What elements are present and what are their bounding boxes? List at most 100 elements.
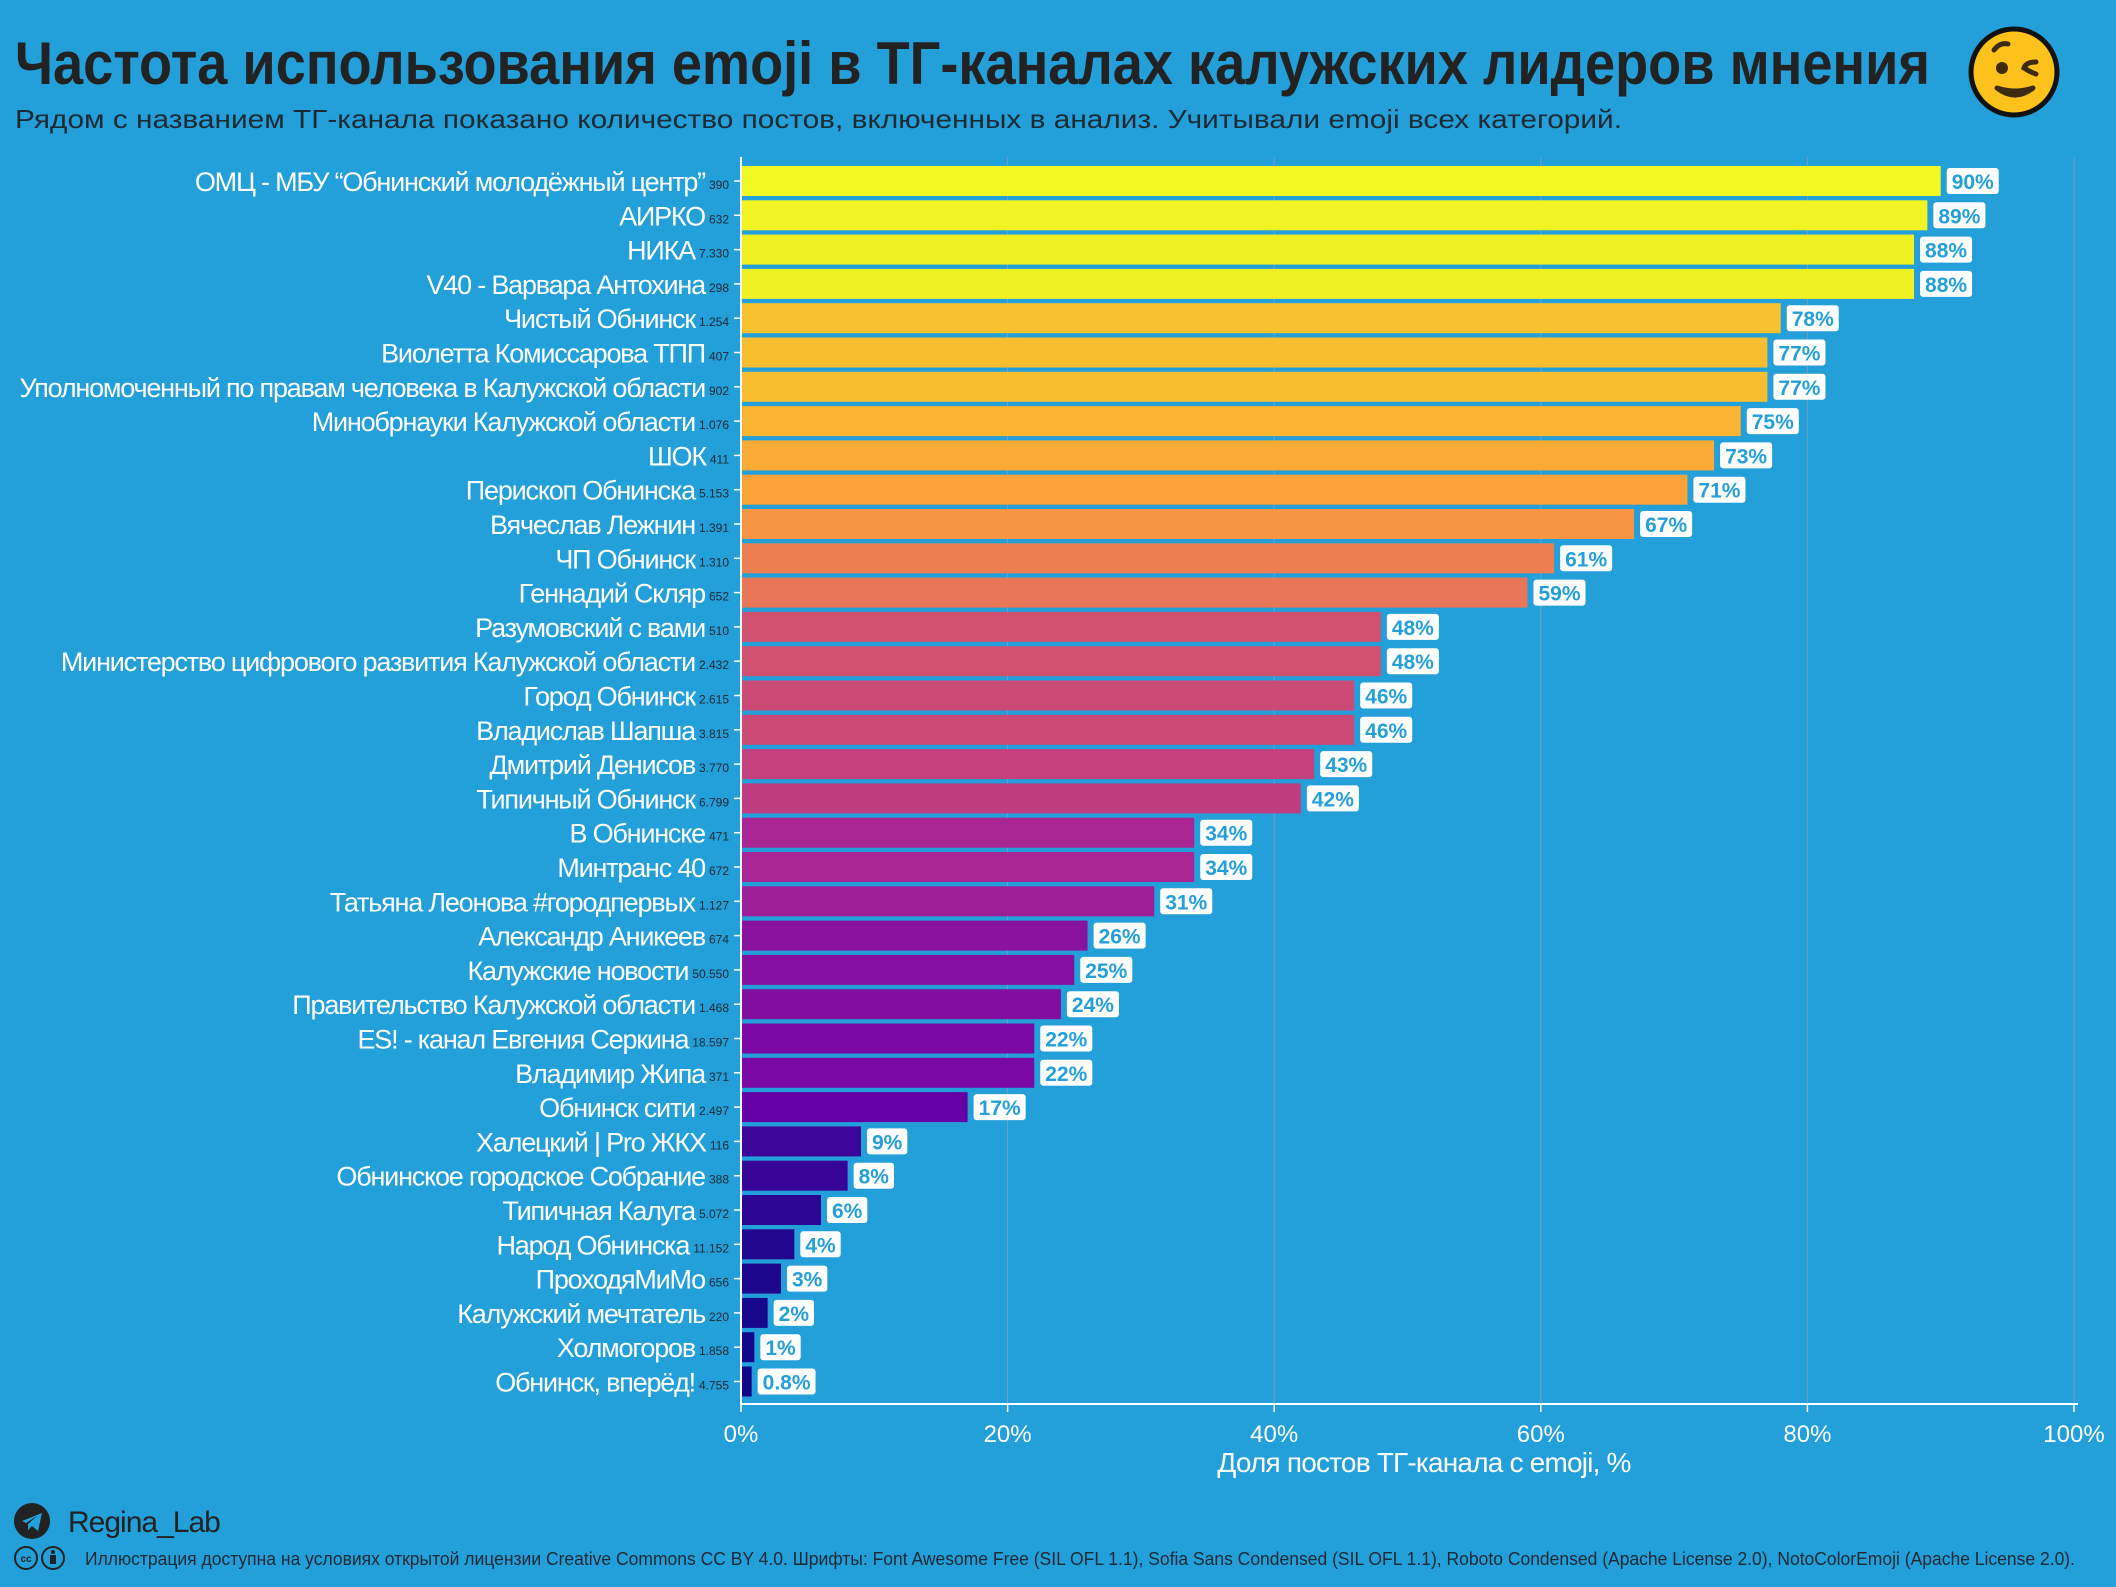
- value-label-text: 2%: [779, 1303, 810, 1326]
- value-label-text: 3%: [792, 1269, 823, 1292]
- post-count: 3.815: [699, 727, 729, 741]
- value-label-box: [760, 1334, 801, 1361]
- channel-label: V40 - Варвара Антохина: [426, 270, 707, 300]
- post-count: 674: [709, 933, 729, 947]
- value-label-text: 1%: [765, 1337, 796, 1360]
- value-label-text: 22%: [1045, 1029, 1087, 1052]
- value-label-text: 4%: [805, 1234, 836, 1257]
- chart-title: Частота использования emoji в ТГ-каналах…: [15, 30, 1930, 97]
- value-label-box: [1200, 819, 1253, 846]
- channel-label: Владислав Шапша: [476, 716, 697, 746]
- value-label-box: [973, 1094, 1026, 1121]
- value-label-box: [1560, 545, 1613, 572]
- author-name[interactable]: Regina_Lab: [68, 1506, 221, 1539]
- value-label-box: [866, 1128, 908, 1155]
- value-label-text: 61%: [1565, 548, 1607, 571]
- channel-label: НИКА: [627, 236, 696, 266]
- channel-label: Геннадий Скляр: [519, 579, 705, 609]
- x-tick-label: 40%: [1250, 1421, 1298, 1448]
- bar: [741, 200, 1928, 231]
- value-label: 31%: [1160, 888, 1213, 915]
- axes: 0% 20% 40% 60% 80% 100%: [724, 157, 2105, 1448]
- bar: [741, 371, 1768, 402]
- bar: [741, 1229, 795, 1260]
- value-label-text: 46%: [1365, 720, 1407, 743]
- value-label-text: 31%: [1165, 891, 1207, 914]
- value-label-box: [1746, 408, 1799, 435]
- value-label: 17%: [973, 1094, 1026, 1121]
- value-label-text: 88%: [1925, 274, 1967, 297]
- x-tick-label: 80%: [1783, 1421, 1831, 1448]
- value-label-box: [853, 1162, 894, 1189]
- channel-label: Минобрнауки Калужской области: [312, 407, 695, 437]
- x-tick-label: 0%: [724, 1421, 759, 1448]
- value-label-text: 9%: [872, 1131, 903, 1154]
- value-label-text: 48%: [1392, 651, 1434, 674]
- value-label-text: 77%: [1778, 377, 1820, 400]
- value-label: 25%: [1080, 956, 1133, 983]
- value-label-box: [1773, 339, 1826, 366]
- channel-label: Типичная Калуга: [502, 1196, 697, 1226]
- post-count: 6.799: [699, 795, 729, 809]
- value-label: 22%: [1040, 1059, 1093, 1086]
- post-count: 1.127: [699, 898, 729, 912]
- value-label-box: [773, 1299, 815, 1326]
- channel-label: Обнинск сити: [539, 1093, 695, 1123]
- value-label: 73%: [1720, 442, 1773, 469]
- value-label-box: [1920, 236, 1973, 263]
- value-label-box: [1386, 648, 1439, 675]
- post-count: 50.550: [692, 967, 729, 981]
- post-count: 7.330: [699, 247, 729, 261]
- value-label: 24%: [1066, 991, 1119, 1018]
- post-count: 1.254: [699, 315, 729, 329]
- bar: [741, 783, 1301, 814]
- value-label: 75%: [1746, 408, 1799, 435]
- bar: [741, 1195, 821, 1225]
- x-tick-label: 100%: [2043, 1421, 2104, 1448]
- post-count: 902: [709, 384, 729, 398]
- telegram-icon[interactable]: [14, 1503, 50, 1539]
- bar: [741, 337, 1768, 368]
- value-label-box: [1933, 202, 1986, 229]
- value-label-box: [1386, 613, 1439, 640]
- value-label-text: 90%: [1952, 171, 1994, 194]
- channel-label: Халецкий | Pro ЖКХ: [476, 1127, 707, 1157]
- license-text: Иллюстрация доступна на условиях открыто…: [85, 1549, 2075, 1569]
- value-label-text: 26%: [1099, 926, 1141, 949]
- value-label-text: 25%: [1085, 960, 1127, 983]
- value-label-text: 78%: [1792, 308, 1834, 331]
- post-count: 1.391: [699, 521, 729, 535]
- value-label: 43%: [1320, 751, 1373, 778]
- value-label-text: 6%: [832, 1200, 863, 1223]
- value-label: 89%: [1933, 202, 1986, 229]
- post-count: 116: [710, 1138, 729, 1152]
- channel-label: Дмитрий Денисов: [490, 750, 696, 780]
- channel-label: Министерство цифрового развития Калужско…: [61, 647, 695, 677]
- value-label-text: 73%: [1725, 445, 1767, 468]
- value-label-text: 22%: [1045, 1063, 1087, 1086]
- value-label-text: 59%: [1538, 583, 1580, 606]
- post-count: 632: [709, 212, 729, 226]
- value-label: 78%: [1786, 305, 1839, 332]
- value-label: 88%: [1920, 236, 1973, 263]
- channel-label: Типичный Обнинск: [476, 784, 696, 814]
- channel-label: Разумовский с вами: [475, 613, 705, 643]
- channel-label: Виолетта Комиссарова ТПП: [381, 339, 705, 369]
- post-count: 1.076: [699, 418, 729, 432]
- value-label: 42%: [1306, 785, 1359, 812]
- post-count: 672: [709, 864, 729, 878]
- channel-label: ES! - канал Евгения Серкина: [357, 1025, 690, 1055]
- value-label: 8%: [853, 1162, 894, 1189]
- bar: [741, 989, 1061, 1020]
- value-label-text: 67%: [1645, 514, 1687, 537]
- bar: [741, 611, 1381, 642]
- post-count: 471: [709, 830, 729, 844]
- post-count: 2.615: [699, 693, 729, 707]
- post-count: 5.072: [699, 1207, 729, 1221]
- channel-label: Вячеслав Лежнин: [490, 510, 695, 540]
- bars: 390 ОМЦ - МБУ “Обнинский молодёжный центр…: [19, 166, 1999, 1398]
- channel-label: Правительство Калужской области: [292, 990, 695, 1020]
- channel-label: Обнинск, вперёд!: [495, 1368, 695, 1398]
- bar: [741, 714, 1355, 745]
